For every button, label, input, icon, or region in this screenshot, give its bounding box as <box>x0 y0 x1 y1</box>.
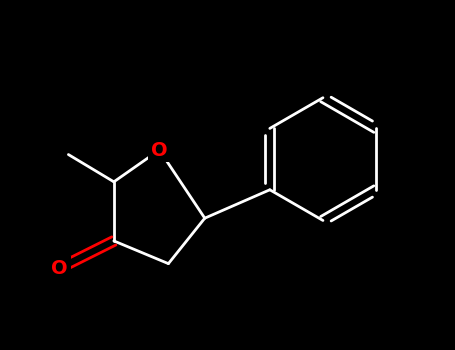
Text: O: O <box>151 140 167 160</box>
Text: O: O <box>51 259 68 278</box>
